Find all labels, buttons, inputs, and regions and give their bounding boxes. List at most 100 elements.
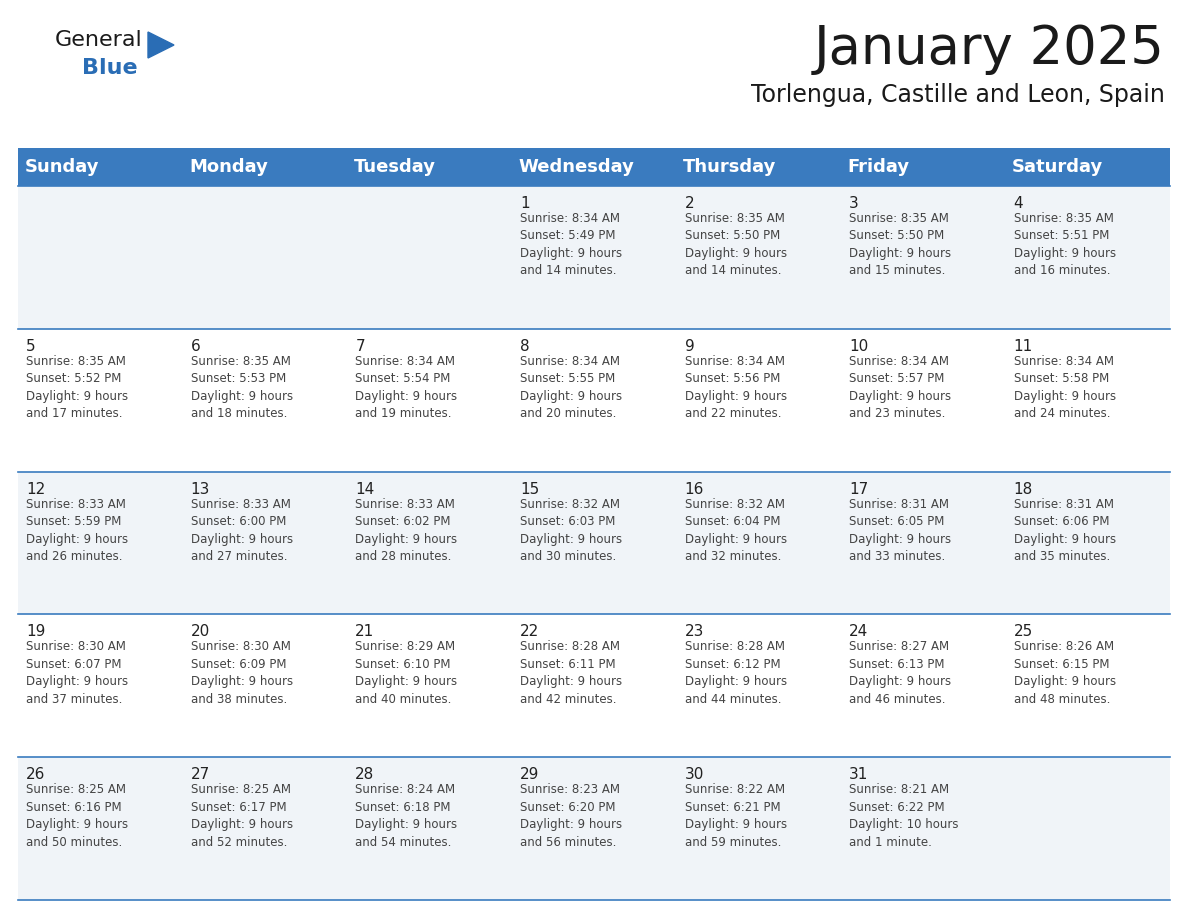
Text: 2: 2 <box>684 196 694 211</box>
Bar <box>841 329 1005 472</box>
Bar <box>18 148 183 186</box>
Bar <box>347 757 512 900</box>
Text: Sunrise: 8:34 AM
Sunset: 5:58 PM
Daylight: 9 hours
and 24 minutes.: Sunrise: 8:34 AM Sunset: 5:58 PM Dayligh… <box>1013 354 1116 420</box>
Text: Thursday: Thursday <box>683 158 776 176</box>
Text: Sunrise: 8:21 AM
Sunset: 6:22 PM
Daylight: 10 hours
and 1 minute.: Sunrise: 8:21 AM Sunset: 6:22 PM Dayligh… <box>849 783 959 849</box>
Text: Sunrise: 8:35 AM
Sunset: 5:50 PM
Daylight: 9 hours
and 15 minutes.: Sunrise: 8:35 AM Sunset: 5:50 PM Dayligh… <box>849 212 952 277</box>
Text: 15: 15 <box>520 482 539 497</box>
Text: Blue: Blue <box>82 58 138 78</box>
Bar <box>18 614 183 757</box>
Text: Sunrise: 8:32 AM
Sunset: 6:04 PM
Daylight: 9 hours
and 32 minutes.: Sunrise: 8:32 AM Sunset: 6:04 PM Dayligh… <box>684 498 786 563</box>
Text: Tuesday: Tuesday <box>354 158 436 176</box>
Bar <box>183 148 347 186</box>
Text: 5: 5 <box>26 339 36 353</box>
Bar <box>512 757 676 900</box>
Text: Sunrise: 8:25 AM
Sunset: 6:17 PM
Daylight: 9 hours
and 52 minutes.: Sunrise: 8:25 AM Sunset: 6:17 PM Dayligh… <box>191 783 293 849</box>
Bar <box>512 148 676 186</box>
Text: 9: 9 <box>684 339 694 353</box>
Text: 27: 27 <box>191 767 210 782</box>
Text: 12: 12 <box>26 482 45 497</box>
Text: Sunrise: 8:29 AM
Sunset: 6:10 PM
Daylight: 9 hours
and 40 minutes.: Sunrise: 8:29 AM Sunset: 6:10 PM Dayligh… <box>355 641 457 706</box>
Bar <box>512 614 676 757</box>
Text: Sunrise: 8:25 AM
Sunset: 6:16 PM
Daylight: 9 hours
and 50 minutes.: Sunrise: 8:25 AM Sunset: 6:16 PM Dayligh… <box>26 783 128 849</box>
Text: 17: 17 <box>849 482 868 497</box>
Bar <box>347 472 512 614</box>
Text: 3: 3 <box>849 196 859 211</box>
Text: Sunrise: 8:35 AM
Sunset: 5:50 PM
Daylight: 9 hours
and 14 minutes.: Sunrise: 8:35 AM Sunset: 5:50 PM Dayligh… <box>684 212 786 277</box>
Text: Sunrise: 8:31 AM
Sunset: 6:06 PM
Daylight: 9 hours
and 35 minutes.: Sunrise: 8:31 AM Sunset: 6:06 PM Dayligh… <box>1013 498 1116 563</box>
Text: Sunday: Sunday <box>25 158 99 176</box>
Bar <box>347 186 512 329</box>
Text: 24: 24 <box>849 624 868 640</box>
Text: Sunrise: 8:30 AM
Sunset: 6:09 PM
Daylight: 9 hours
and 38 minutes.: Sunrise: 8:30 AM Sunset: 6:09 PM Dayligh… <box>191 641 293 706</box>
Text: Sunrise: 8:28 AM
Sunset: 6:11 PM
Daylight: 9 hours
and 42 minutes.: Sunrise: 8:28 AM Sunset: 6:11 PM Dayligh… <box>520 641 623 706</box>
Bar <box>347 614 512 757</box>
Bar <box>347 148 512 186</box>
Text: Sunrise: 8:23 AM
Sunset: 6:20 PM
Daylight: 9 hours
and 56 minutes.: Sunrise: 8:23 AM Sunset: 6:20 PM Dayligh… <box>520 783 623 849</box>
Text: 1: 1 <box>520 196 530 211</box>
Text: Sunrise: 8:27 AM
Sunset: 6:13 PM
Daylight: 9 hours
and 46 minutes.: Sunrise: 8:27 AM Sunset: 6:13 PM Dayligh… <box>849 641 952 706</box>
Bar <box>183 329 347 472</box>
Bar <box>512 186 676 329</box>
Text: 13: 13 <box>191 482 210 497</box>
Text: 23: 23 <box>684 624 703 640</box>
Text: Sunrise: 8:34 AM
Sunset: 5:54 PM
Daylight: 9 hours
and 19 minutes.: Sunrise: 8:34 AM Sunset: 5:54 PM Dayligh… <box>355 354 457 420</box>
Text: 19: 19 <box>26 624 45 640</box>
Text: Sunrise: 8:24 AM
Sunset: 6:18 PM
Daylight: 9 hours
and 54 minutes.: Sunrise: 8:24 AM Sunset: 6:18 PM Dayligh… <box>355 783 457 849</box>
Text: 30: 30 <box>684 767 703 782</box>
Polygon shape <box>148 32 173 58</box>
Bar <box>841 757 1005 900</box>
Text: 26: 26 <box>26 767 45 782</box>
Text: Sunrise: 8:35 AM
Sunset: 5:52 PM
Daylight: 9 hours
and 17 minutes.: Sunrise: 8:35 AM Sunset: 5:52 PM Dayligh… <box>26 354 128 420</box>
Bar <box>676 614 841 757</box>
Bar <box>1005 757 1170 900</box>
Text: 29: 29 <box>520 767 539 782</box>
Bar <box>676 757 841 900</box>
Text: Sunrise: 8:35 AM
Sunset: 5:53 PM
Daylight: 9 hours
and 18 minutes.: Sunrise: 8:35 AM Sunset: 5:53 PM Dayligh… <box>191 354 293 420</box>
Bar <box>676 148 841 186</box>
Text: 20: 20 <box>191 624 210 640</box>
Text: 7: 7 <box>355 339 365 353</box>
Text: Sunrise: 8:34 AM
Sunset: 5:49 PM
Daylight: 9 hours
and 14 minutes.: Sunrise: 8:34 AM Sunset: 5:49 PM Dayligh… <box>520 212 623 277</box>
Bar <box>347 329 512 472</box>
Text: 16: 16 <box>684 482 703 497</box>
Text: Torlengua, Castille and Leon, Spain: Torlengua, Castille and Leon, Spain <box>751 83 1165 107</box>
Text: Sunrise: 8:34 AM
Sunset: 5:57 PM
Daylight: 9 hours
and 23 minutes.: Sunrise: 8:34 AM Sunset: 5:57 PM Dayligh… <box>849 354 952 420</box>
Bar <box>1005 148 1170 186</box>
Text: 28: 28 <box>355 767 374 782</box>
Text: Sunrise: 8:31 AM
Sunset: 6:05 PM
Daylight: 9 hours
and 33 minutes.: Sunrise: 8:31 AM Sunset: 6:05 PM Dayligh… <box>849 498 952 563</box>
Text: 21: 21 <box>355 624 374 640</box>
Bar <box>512 472 676 614</box>
Bar <box>18 186 183 329</box>
Text: 6: 6 <box>191 339 201 353</box>
Bar <box>183 186 347 329</box>
Text: Saturday: Saturday <box>1012 158 1104 176</box>
Text: General: General <box>55 30 143 50</box>
Bar <box>841 148 1005 186</box>
Bar <box>841 472 1005 614</box>
Bar <box>18 329 183 472</box>
Text: Sunrise: 8:22 AM
Sunset: 6:21 PM
Daylight: 9 hours
and 59 minutes.: Sunrise: 8:22 AM Sunset: 6:21 PM Dayligh… <box>684 783 786 849</box>
Text: Friday: Friday <box>847 158 910 176</box>
Text: January 2025: January 2025 <box>814 23 1165 75</box>
Bar <box>1005 329 1170 472</box>
Text: Sunrise: 8:35 AM
Sunset: 5:51 PM
Daylight: 9 hours
and 16 minutes.: Sunrise: 8:35 AM Sunset: 5:51 PM Dayligh… <box>1013 212 1116 277</box>
Text: Sunrise: 8:33 AM
Sunset: 6:00 PM
Daylight: 9 hours
and 27 minutes.: Sunrise: 8:33 AM Sunset: 6:00 PM Dayligh… <box>191 498 293 563</box>
Bar <box>18 757 183 900</box>
Bar <box>841 614 1005 757</box>
Bar <box>183 757 347 900</box>
Text: Wednesday: Wednesday <box>518 158 634 176</box>
Text: Sunrise: 8:32 AM
Sunset: 6:03 PM
Daylight: 9 hours
and 30 minutes.: Sunrise: 8:32 AM Sunset: 6:03 PM Dayligh… <box>520 498 623 563</box>
Bar <box>1005 614 1170 757</box>
Bar <box>18 472 183 614</box>
Bar <box>676 186 841 329</box>
Text: 4: 4 <box>1013 196 1023 211</box>
Bar <box>841 186 1005 329</box>
Text: 11: 11 <box>1013 339 1032 353</box>
Bar <box>512 329 676 472</box>
Bar <box>183 472 347 614</box>
Text: Sunrise: 8:26 AM
Sunset: 6:15 PM
Daylight: 9 hours
and 48 minutes.: Sunrise: 8:26 AM Sunset: 6:15 PM Dayligh… <box>1013 641 1116 706</box>
Text: 25: 25 <box>1013 624 1032 640</box>
Text: 14: 14 <box>355 482 374 497</box>
Bar <box>676 472 841 614</box>
